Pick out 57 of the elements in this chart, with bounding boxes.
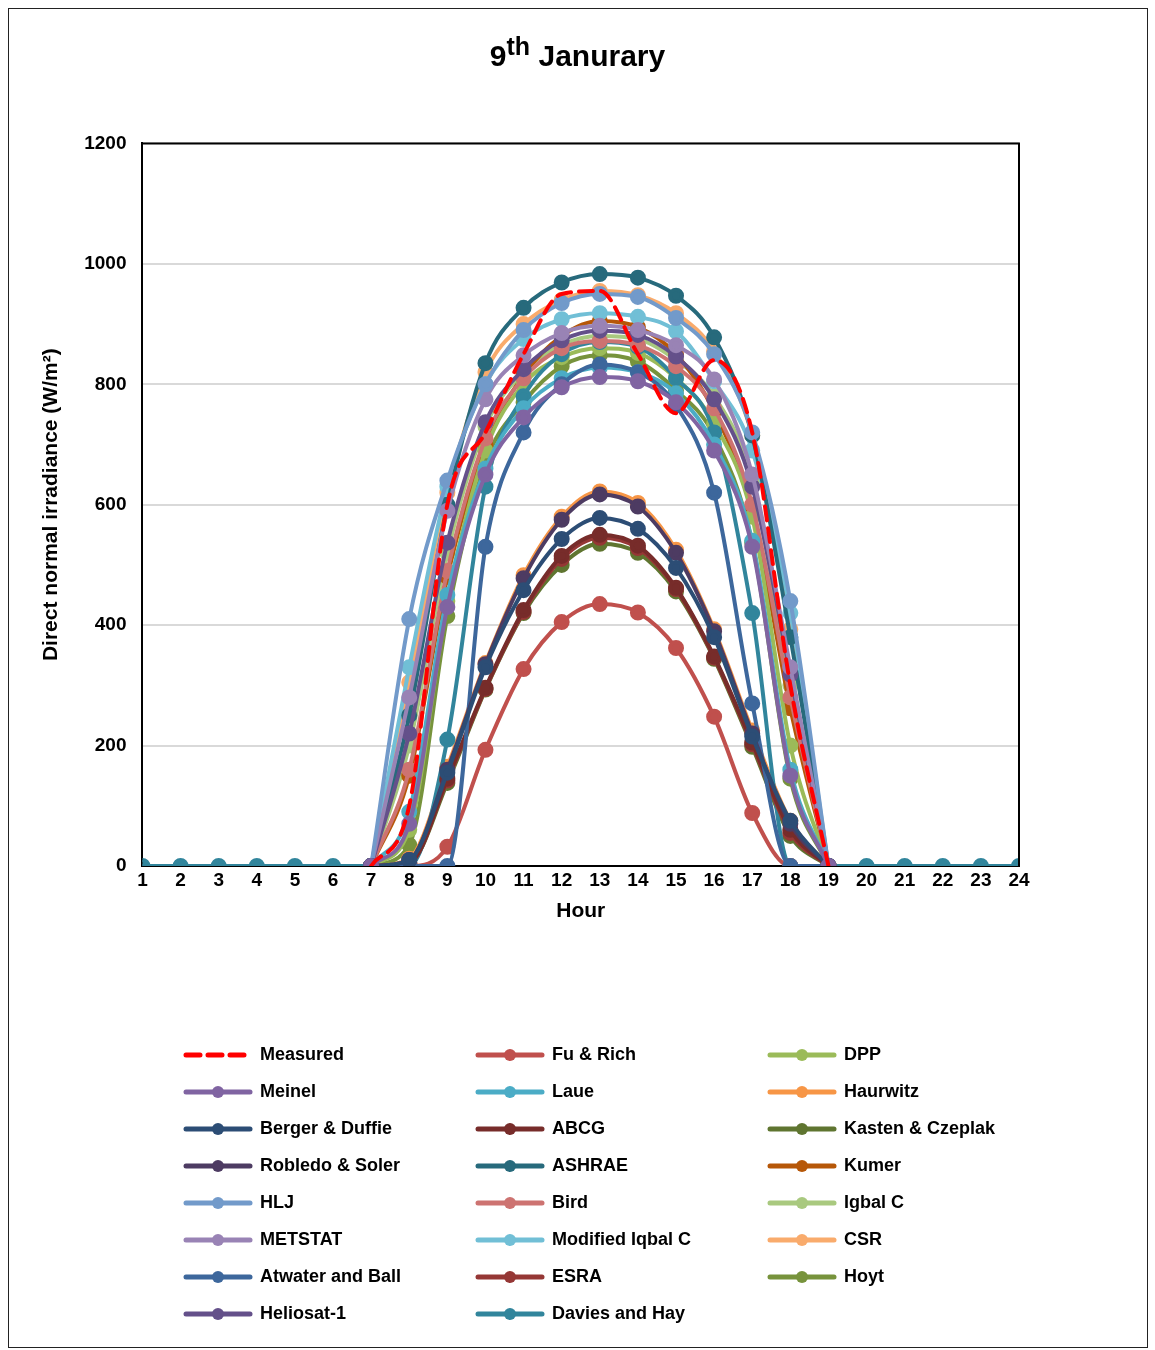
x-tick-label: 17 [741, 868, 763, 890]
x-tick-label: 19 [817, 868, 840, 890]
legend-label: Igbal C [844, 1192, 905, 1213]
x-tick-label: 20 [855, 868, 878, 890]
x-tick-label: 6 [327, 868, 339, 890]
x-axis-title: Hour [556, 898, 606, 922]
x-tick-label: 8 [403, 868, 415, 890]
legend-label: Modified Iqbal C [552, 1229, 691, 1250]
y-tick-label: 1000 [84, 252, 127, 274]
legend-label: Hoyt [844, 1266, 884, 1287]
legend-label: ESRA [552, 1266, 603, 1287]
y-tick-label: 1200 [84, 131, 127, 153]
y-tick-label: 200 [94, 733, 127, 755]
y-tick-label: 600 [94, 492, 127, 514]
y-tick-label: 800 [94, 372, 127, 394]
y-tick-label: 0 [115, 854, 127, 876]
x-tick-label: 15 [665, 868, 688, 890]
x-tick-label: 14 [627, 868, 649, 890]
legend-label: Kumer [844, 1155, 902, 1176]
legend-label: Haurwitz [844, 1081, 920, 1102]
legend-label: Robledo & Soler [260, 1155, 401, 1176]
legend-label: Meinel [260, 1081, 317, 1102]
legend-label: CSR [844, 1229, 883, 1250]
x-tick-label: 23 [970, 868, 992, 890]
legend-label: HLJ [260, 1192, 295, 1213]
x-tick-label: 18 [779, 868, 801, 890]
x-tick-label: 3 [213, 868, 224, 890]
legend-label: Heliosat-1 [260, 1303, 347, 1324]
legend-label: Fu & Rich [552, 1044, 636, 1065]
legend-label: Kasten & Czeplak [844, 1118, 996, 1139]
legend-label: Measured [260, 1044, 345, 1065]
legend-label: ABCG [552, 1118, 605, 1139]
y-tick-label: 400 [94, 613, 127, 635]
legend-label: ASHRAE [552, 1155, 629, 1176]
x-tick-label: 16 [703, 868, 725, 890]
x-tick-label: 21 [894, 868, 916, 890]
x-tick-label: 9 [442, 868, 453, 890]
x-tick-label: 22 [932, 868, 954, 890]
legend-label: METSTAT [260, 1229, 343, 1250]
x-tick-label: 11 [513, 868, 535, 890]
x-tick-label: 10 [474, 868, 497, 890]
x-tick-label: 1 [137, 868, 149, 890]
legend-label: Davies and Hay [552, 1303, 686, 1324]
x-tick-label: 13 [589, 868, 611, 890]
legend-label: Bird [552, 1192, 588, 1213]
x-tick-label: 5 [289, 868, 301, 890]
chart-title: 9$^{th}$ Janurary [488, 32, 667, 73]
x-tick-label: 2 [175, 868, 186, 890]
legend-label: Berger & Duffie [260, 1118, 393, 1139]
x-tick-label: 4 [251, 868, 263, 890]
y-axis-title: Direct normal irradiance (W/m²) [38, 348, 62, 662]
legend-label: DPP [844, 1044, 882, 1065]
legend-label: Atwater and Ball [260, 1266, 402, 1287]
legend-label: Laue [552, 1081, 595, 1102]
x-tick-label: 24 [1008, 868, 1030, 890]
x-tick-label: 7 [365, 868, 377, 890]
x-tick-label: 12 [551, 868, 573, 890]
